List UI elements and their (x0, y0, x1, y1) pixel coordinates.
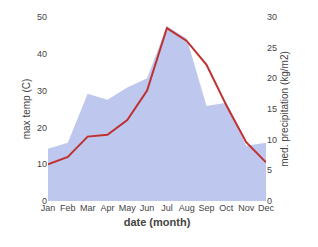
svg-text:Dec: Dec (258, 203, 275, 213)
svg-text:0: 0 (267, 196, 272, 206)
svg-text:40: 40 (37, 49, 47, 59)
svg-text:30: 30 (267, 12, 277, 22)
svg-text:50: 50 (37, 12, 47, 22)
svg-text:15: 15 (267, 104, 277, 114)
svg-text:Feb: Feb (60, 203, 76, 213)
svg-text:Aug: Aug (179, 203, 195, 213)
svg-text:med. precipitation (kg/m2): med. precipitation (kg/m2) (279, 51, 290, 167)
svg-text:May: May (119, 203, 137, 213)
svg-text:Sep: Sep (199, 203, 215, 213)
svg-text:Jul: Jul (161, 203, 173, 213)
svg-text:10: 10 (37, 159, 47, 169)
svg-text:Jun: Jun (140, 203, 155, 213)
svg-text:10: 10 (267, 135, 277, 145)
svg-text:Apr: Apr (100, 203, 114, 213)
svg-text:25: 25 (267, 43, 277, 53)
svg-text:30: 30 (37, 86, 47, 96)
svg-text:Mar: Mar (80, 203, 96, 213)
svg-text:Nov: Nov (238, 203, 255, 213)
svg-text:Oct: Oct (219, 203, 234, 213)
svg-text:5: 5 (267, 165, 272, 175)
svg-text:date (month): date (month) (124, 216, 191, 228)
svg-text:0: 0 (42, 196, 47, 206)
svg-text:max temp (C): max temp (C) (21, 79, 32, 140)
svg-text:20: 20 (267, 73, 277, 83)
svg-text:20: 20 (37, 123, 47, 133)
svg-text:Jan: Jan (41, 203, 56, 213)
